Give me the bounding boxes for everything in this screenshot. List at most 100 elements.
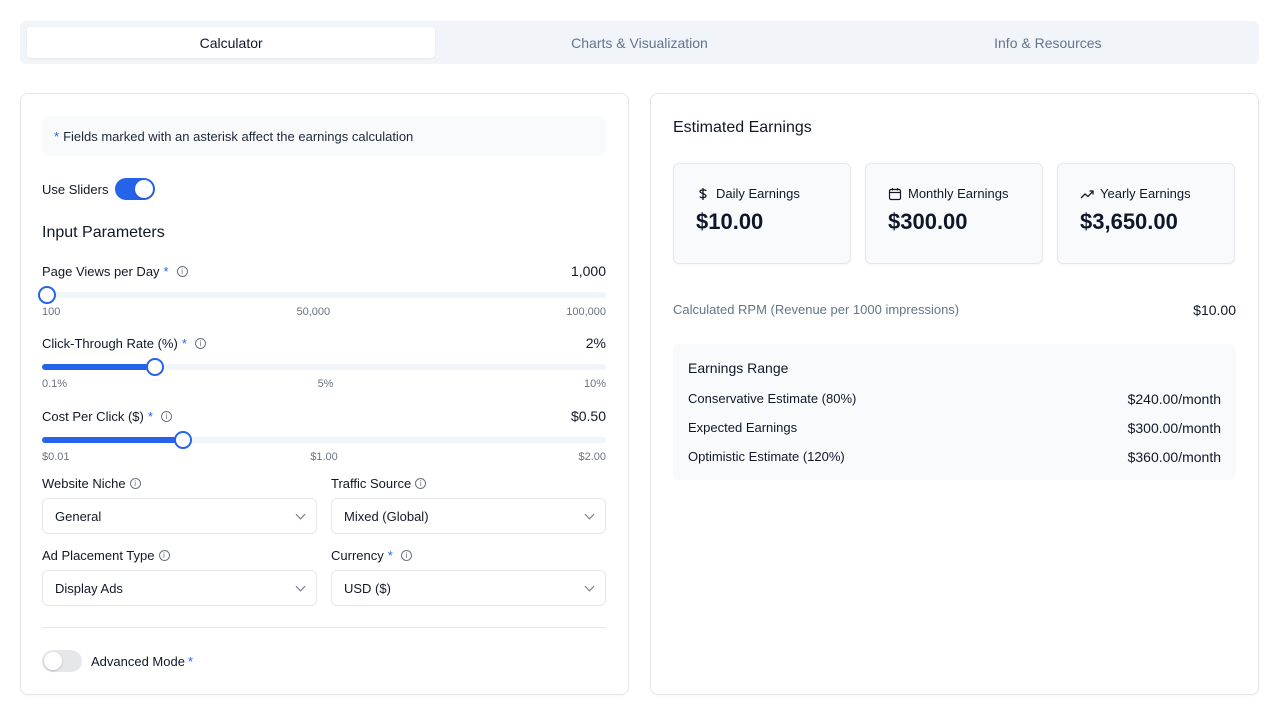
advanced-mode-toggle[interactable] [42,650,82,672]
page-views-slider-thumb[interactable] [38,286,57,304]
tick-max: $2.00 [578,451,606,463]
range-value: $360.00/month [1127,448,1221,465]
ctr-slider[interactable] [42,358,606,376]
calculator-input-card: * Fields marked with an asterisk affect … [20,93,629,695]
info-icon[interactable]: i [176,265,188,277]
ctr-ticks: 0.1% 5% 10% [42,378,606,390]
page-views-slider[interactable] [38,286,606,304]
ctr-slider-thumb[interactable] [145,358,164,376]
tick-mid: $1.00 [310,451,338,463]
advanced-mode-row: Advanced Mode * [42,650,197,672]
chevron-down-icon [584,581,595,591]
ad-placement-value: Display Ads [55,580,123,596]
range-label: Optimistic Estimate (120%) [688,449,845,464]
required-asterisk: * [181,335,187,351]
traffic-source-value: Mixed (Global) [344,508,429,524]
info-icon[interactable]: i [160,410,172,422]
yearly-earnings-stat: Yearly Earnings $3,650.00 [1057,163,1235,264]
monthly-earnings-stat: Monthly Earnings $300.00 [865,163,1043,264]
ctr-value: 2% [585,335,606,351]
asterisk-marker: * [54,128,60,144]
website-niche-label: Website Niche i [42,474,317,492]
daily-earnings-value: $10.00 [696,209,764,234]
page-views-value: 1,000 [570,263,606,279]
currency-label-text: Currency [331,547,384,563]
page-views-label-text: Page Views per Day [42,263,160,279]
rpm-row: Calculated RPM (Revenue per 1000 impress… [673,302,1236,318]
chevron-down-icon [295,581,306,591]
earnings-range-box: Earnings Range Conservative Estimate (80… [673,344,1236,480]
tick-min: 0.1% [42,378,68,390]
ctr-label-text: Click-Through Rate (%) [42,335,178,351]
use-sliders-row: Use Sliders [42,178,156,200]
range-label: Conservative Estimate (80%) [688,391,857,406]
tab-bar: Calculator Charts & Visualization Info &… [20,21,1259,64]
chevron-down-icon [584,509,595,519]
ctr-param: Click-Through Rate (%) * i 2% 0.1% 5% 10… [42,334,606,390]
currency-label: Currency * i [331,546,606,564]
tab-charts-visualization[interactable]: Charts & Visualization [571,34,708,51]
daily-earnings-stat: Daily Earnings $10.00 [673,163,851,264]
info-icon[interactable]: i [158,549,170,561]
cpc-slider-fill [42,437,183,443]
cpc-ticks: $0.01 $1.00 $2.00 [42,451,606,463]
cpc-param: Cost Per Click ($) * i $0.50 $0.01 $1.00… [42,407,606,463]
divider [42,627,606,628]
currency-field: Currency * i USD ($) [331,546,606,606]
daily-earnings-label: Daily Earnings [716,186,800,201]
currency-select[interactable]: USD ($) [331,570,606,606]
asterisk-note-text: Fields marked with an asterisk affect th… [63,128,414,144]
info-icon[interactable]: i [129,477,141,489]
tab-info-resources[interactable]: Info & Resources [994,34,1102,51]
estimated-earnings-card: Estimated Earnings Daily Earnings $10.00… [650,93,1259,695]
yearly-earnings-label: Yearly Earnings [1100,186,1191,201]
traffic-source-label: Traffic Source i [331,474,606,492]
traffic-source-field: Traffic Source i Mixed (Global) [331,474,606,534]
website-niche-select[interactable]: General [42,498,317,534]
tab-calculator[interactable]: Calculator [27,27,436,58]
advanced-mode-label: Advanced Mode [91,653,185,669]
traffic-source-label-text: Traffic Source [331,475,412,491]
range-row-optimistic: Optimistic Estimate (120%) $360.00/month [688,442,1221,471]
yearly-earnings-value: $3,650.00 [1080,209,1178,234]
required-asterisk: * [163,263,169,279]
ad-placement-field: Ad Placement Type i Display Ads [42,546,317,606]
trending-up-icon [1080,189,1094,198]
toggle-knob [44,652,62,670]
page-views-ticks: 100 50,000 100,000 [42,306,606,318]
tick-min: $0.01 [42,451,70,463]
asterisk-note: * Fields marked with an asterisk affect … [42,116,606,156]
cpc-slider-thumb[interactable] [174,431,192,449]
cpc-label-text: Cost Per Click ($) [42,408,144,424]
ad-placement-select[interactable]: Display Ads [42,570,317,606]
monthly-earnings-label: Monthly Earnings [908,186,1009,201]
ad-placement-label: Ad Placement Type i [42,546,317,564]
website-niche-field: Website Niche i General [42,474,317,534]
use-sliders-toggle[interactable] [115,178,156,200]
monthly-earnings-value: $300.00 [888,209,968,234]
use-sliders-label: Use Sliders [42,181,109,197]
ctr-label: Click-Through Rate (%) * i [42,336,206,351]
range-value: $300.00/month [1127,419,1221,436]
required-asterisk: * [147,408,153,424]
tick-max: 10% [583,378,606,390]
traffic-source-select[interactable]: Mixed (Global) [331,498,606,534]
rpm-value: $10.00 [1193,302,1236,318]
website-niche-value: General [55,508,102,524]
page-views-label: Page Views per Day * i [42,264,188,279]
required-asterisk: * [187,653,194,669]
website-niche-label-text: Website Niche [42,475,126,491]
cpc-slider[interactable] [42,431,606,449]
currency-value: USD ($) [344,580,391,596]
info-icon[interactable]: i [400,549,412,561]
required-asterisk: * [387,547,393,563]
page-views-param: Page Views per Day * i 1,000 100 50,000 … [38,262,606,318]
rpm-label: Calculated RPM (Revenue per 1000 impress… [673,302,960,317]
tick-mid: 5% [317,378,334,390]
tick-max: 100,000 [566,306,606,318]
info-icon[interactable]: i [194,337,206,349]
info-icon[interactable]: i [415,477,427,489]
tick-min: 100 [42,306,61,318]
range-value: $240.00/month [1127,390,1221,407]
ctr-slider-fill [42,364,155,370]
